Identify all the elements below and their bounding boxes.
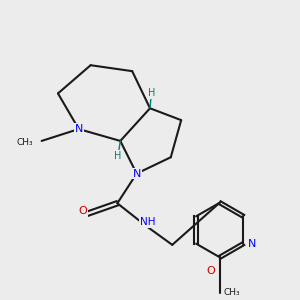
Text: NH: NH	[140, 217, 156, 227]
Text: H: H	[114, 151, 122, 161]
Text: N: N	[248, 238, 256, 249]
Text: CH₃: CH₃	[224, 288, 241, 297]
Text: CH₃: CH₃	[17, 138, 34, 147]
Text: O: O	[206, 266, 215, 276]
Text: O: O	[79, 206, 88, 216]
Text: N: N	[75, 124, 83, 134]
Text: N: N	[133, 169, 141, 178]
Text: H: H	[148, 88, 155, 98]
